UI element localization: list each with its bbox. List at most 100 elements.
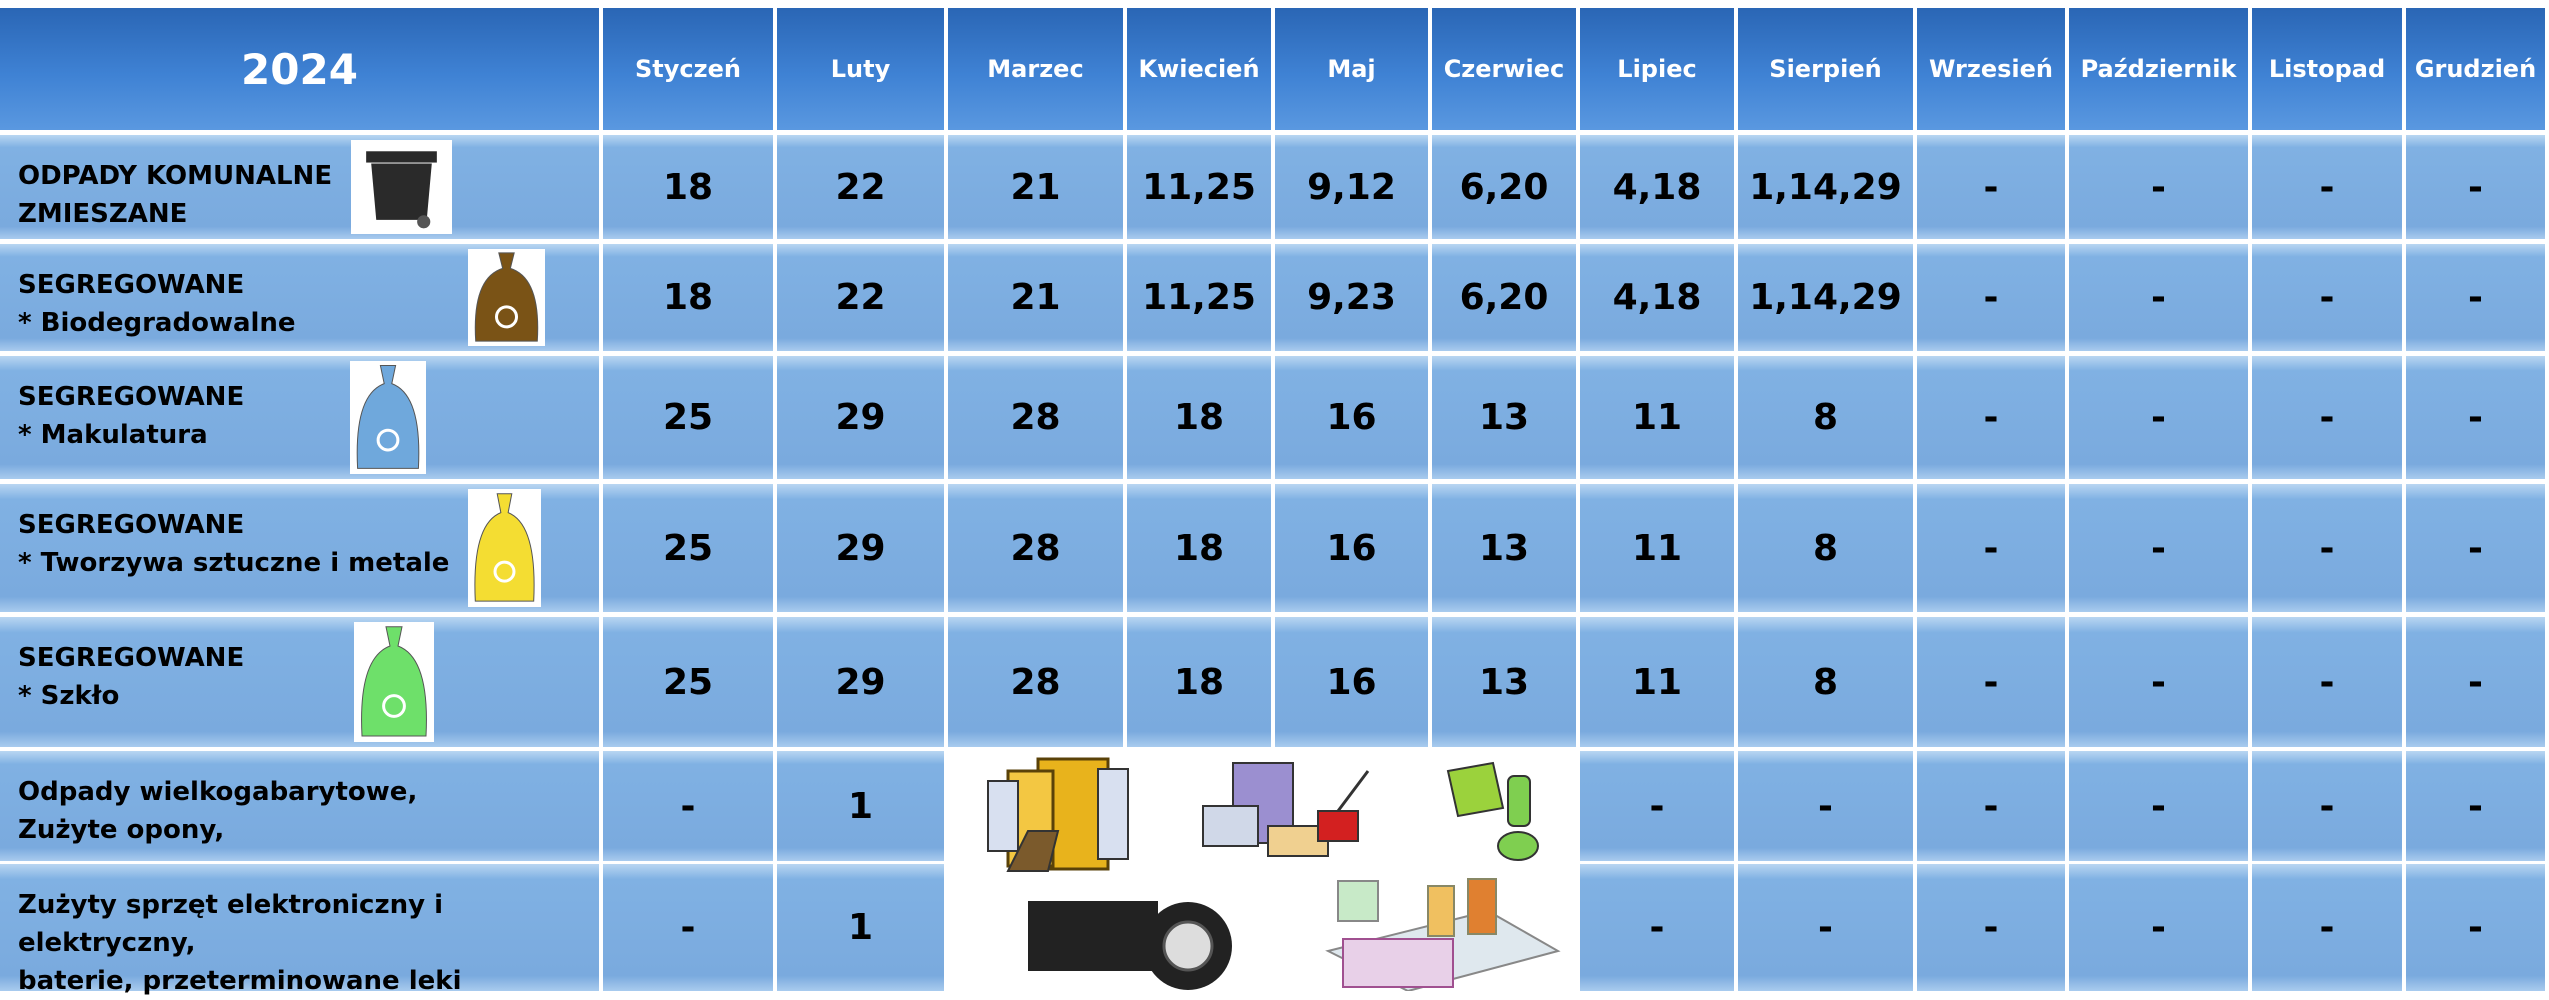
- date-cell: -: [2069, 751, 2248, 861]
- month-header: Maj: [1275, 8, 1428, 130]
- schedule-page: {"header": {"year": "2024", "months": ["…: [0, 0, 2549, 991]
- date-cell: -: [2252, 244, 2402, 351]
- date-cell: 13: [1432, 617, 1576, 747]
- waste-icon: [468, 249, 545, 346]
- date-cell: -: [2069, 244, 2248, 351]
- date-cell: -: [1580, 864, 1734, 991]
- date-cell: 9,12: [1275, 135, 1428, 239]
- month-header: Styczeń: [603, 8, 773, 130]
- label-line: ZMIESZANE: [18, 195, 187, 233]
- row-label: SEGREGOWANE* Makulatura: [0, 356, 599, 479]
- label-line: * Szkło: [18, 677, 119, 715]
- date-cell: 28: [948, 356, 1123, 479]
- date-cell: 4,18: [1580, 244, 1734, 351]
- date-cell: 28: [948, 617, 1123, 747]
- row-label: Odpady wielkogabarytowe,Zużyte opony,: [0, 751, 599, 861]
- date-cell: -: [2069, 484, 2248, 612]
- month-header: Sierpień: [1738, 8, 1913, 130]
- label-line: * Makulatura: [18, 416, 208, 454]
- date-cell: 22: [777, 244, 944, 351]
- date-cell: 8: [1738, 617, 1913, 747]
- label-line: Zużyty sprzęt elektroniczny i elektryczn…: [18, 886, 599, 962]
- month-header: Marzec: [948, 8, 1123, 130]
- year-header: 2024: [0, 8, 599, 130]
- date-cell: -: [2069, 356, 2248, 479]
- month-header: Luty: [777, 8, 944, 130]
- date-cell: -: [2252, 356, 2402, 479]
- date-cell: -: [2069, 617, 2248, 747]
- date-cell: 9,23: [1275, 244, 1428, 351]
- date-cell: 11,25: [1127, 135, 1271, 239]
- date-cell: 6,20: [1432, 244, 1576, 351]
- label-line: SEGREGOWANE: [18, 639, 244, 677]
- label-line: ODPADY KOMUNALNE: [18, 157, 332, 195]
- date-cell: 4,18: [1580, 135, 1734, 239]
- waste-icon: [351, 140, 452, 234]
- month-header: Czerwiec: [1432, 8, 1576, 130]
- date-cell: 1: [777, 751, 944, 861]
- label-line: SEGREGOWANE: [18, 266, 244, 304]
- date-cell: 18: [603, 244, 773, 351]
- date-cell: 16: [1275, 356, 1428, 479]
- date-cell: 25: [603, 356, 773, 479]
- label-line: SEGREGOWANE: [18, 506, 244, 544]
- date-cell: -: [2252, 864, 2402, 991]
- date-cell: 18: [603, 135, 773, 239]
- date-cell: -: [1580, 751, 1734, 861]
- date-cell: -: [1917, 135, 2065, 239]
- date-cell: 11: [1580, 617, 1734, 747]
- label-line: Zużyte opony,: [18, 811, 224, 849]
- date-cell: -: [1917, 617, 2065, 747]
- date-cell: 18: [1127, 484, 1271, 612]
- label-line: * Tworzywa sztuczne i metale: [18, 544, 449, 582]
- date-cell: -: [1917, 484, 2065, 612]
- date-cell: 28: [948, 484, 1123, 612]
- label-line: * Biodegradowalne: [18, 304, 296, 342]
- date-cell: -: [1917, 751, 2065, 861]
- furniture-image: [988, 759, 1128, 871]
- waste-icon: [350, 361, 426, 474]
- date-cell: 18: [1127, 356, 1271, 479]
- date-cell: -: [2406, 135, 2545, 239]
- month-header: Październik: [2069, 8, 2248, 130]
- date-cell: -: [2069, 135, 2248, 239]
- date-cell: 29: [777, 617, 944, 747]
- date-cell: -: [603, 864, 773, 991]
- date-cell: -: [1738, 751, 1913, 861]
- date-cell: 29: [777, 484, 944, 612]
- label-line: Odpady wielkogabarytowe,: [18, 773, 417, 811]
- date-cell: 11: [1580, 356, 1734, 479]
- date-cell: -: [2406, 484, 2545, 612]
- waste-icon: [354, 622, 434, 742]
- date-cell: -: [2252, 751, 2402, 861]
- date-cell: -: [2406, 617, 2545, 747]
- date-cell: 21: [948, 244, 1123, 351]
- month-header: Listopad: [2252, 8, 2402, 130]
- date-cell: 16: [1275, 617, 1428, 747]
- bulky-waste-images: [948, 751, 1580, 991]
- date-cell: 1,14,29: [1738, 135, 1913, 239]
- date-cell: -: [2252, 484, 2402, 612]
- date-cell: -: [2252, 135, 2402, 239]
- date-cell: 29: [777, 356, 944, 479]
- date-cell: -: [1917, 356, 2065, 479]
- date-cell: 13: [1432, 356, 1576, 479]
- date-cell: 8: [1738, 356, 1913, 479]
- date-cell: 25: [603, 484, 773, 612]
- date-cell: 6,20: [1432, 135, 1576, 239]
- date-cell: 18: [1127, 617, 1271, 747]
- date-cell: 8: [1738, 484, 1913, 612]
- row-label: Zużyty sprzęt elektroniczny i elektryczn…: [0, 864, 599, 991]
- date-cell: -: [1917, 864, 2065, 991]
- date-cell: -: [2252, 617, 2402, 747]
- date-cell: -: [2406, 356, 2545, 479]
- row-label: SEGREGOWANE* Szkło: [0, 617, 599, 747]
- date-cell: 1: [777, 864, 944, 991]
- date-cell: 25: [603, 617, 773, 747]
- month-header: Grudzień: [2406, 8, 2545, 130]
- date-cell: 11,25: [1127, 244, 1271, 351]
- date-cell: -: [2406, 864, 2545, 991]
- date-cell: 21: [948, 135, 1123, 239]
- date-cell: -: [2406, 751, 2545, 861]
